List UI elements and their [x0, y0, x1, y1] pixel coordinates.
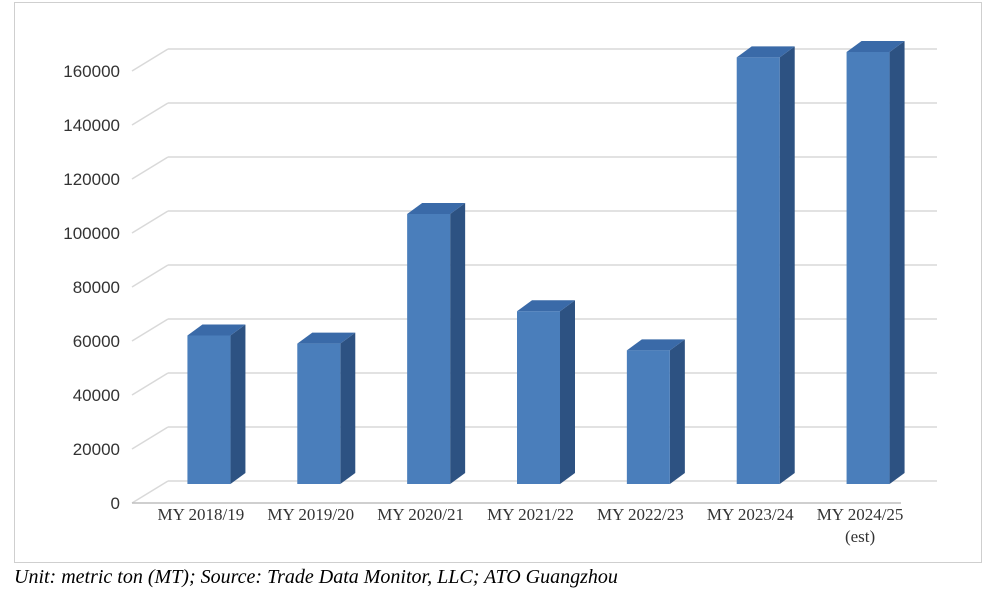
- x-axis-tick-labels: MY 2018/19 MY 2019/20 MY 2020/21 MY 2021/22…: [158, 505, 904, 546]
- y-tick-label: 120000: [63, 170, 120, 189]
- bars: [187, 41, 905, 485]
- x-tick-label: MY 2022/23: [597, 505, 684, 524]
- bar: [187, 324, 246, 484]
- bar: [626, 339, 685, 484]
- gridline: [131, 264, 937, 288]
- y-tick-label: 80000: [73, 278, 120, 297]
- x-tick-label: MY 2018/19: [158, 505, 245, 524]
- y-tick-label: 160000: [63, 62, 120, 81]
- y-tick-label: 20000: [73, 440, 120, 459]
- bar: [846, 41, 905, 484]
- gridline: [131, 102, 937, 126]
- bar: [407, 203, 466, 484]
- y-axis-tick-labels: 0 20000 40000 60000 80000 100000 120000 140000 1…: [63, 62, 120, 513]
- x-tick-label-note: (est): [845, 527, 875, 546]
- y-tick-label: 40000: [73, 386, 120, 405]
- chart-frame: 0 20000 40000 60000 80000 100000 120000 140000 1…: [14, 2, 982, 563]
- bar: [517, 300, 575, 484]
- x-tick-label: MY 2020/21: [377, 505, 464, 524]
- x-tick-label: MY 2024/25: [817, 505, 904, 524]
- gridline: [131, 480, 937, 504]
- gridline: [131, 48, 937, 72]
- bar: [297, 332, 356, 484]
- x-tick-label: MY 2021/22: [487, 505, 574, 524]
- y-tick-label: 0: [111, 494, 120, 513]
- chart-caption: Unit: metric ton (MT); Source: Trade Dat…: [14, 566, 618, 588]
- x-tick-label: MY 2019/20: [267, 505, 354, 524]
- y-tick-label: 60000: [73, 332, 120, 351]
- gridline: [131, 210, 937, 234]
- y-tick-label: 140000: [63, 116, 120, 135]
- bar-chart: 0 20000 40000 60000 80000 100000 120000 140000 1…: [63, 41, 937, 546]
- y-tick-label: 100000: [63, 224, 120, 243]
- x-tick-label: MY 2023/24: [707, 505, 794, 524]
- bar: [736, 46, 795, 485]
- gridline: [131, 156, 937, 180]
